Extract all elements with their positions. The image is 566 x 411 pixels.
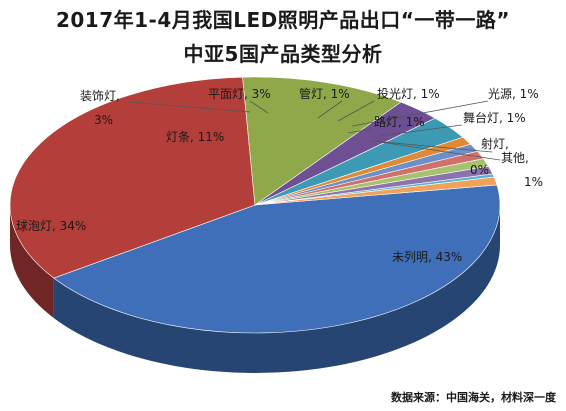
leader-line-5: [347, 128, 373, 134]
chart-subtitle: 中亚5国产品类型分析: [183, 42, 383, 66]
slice-label-qita-line1: 其他,: [501, 151, 529, 165]
slice-label-shedeng-line1: 射灯,: [481, 136, 509, 151]
leader-line-7: [371, 140, 493, 153]
data-source: 数据来源：中国海关，材料深一度: [391, 391, 556, 404]
slice-label-ludeng: 路灯, 1%: [374, 114, 425, 129]
slice-side-0: [53, 205, 501, 373]
leader-line-4: [351, 100, 489, 127]
slice-label-shedeng-line2: 0%: [470, 163, 489, 177]
slice-label-pingmiandeng: 平面灯, 3%: [208, 87, 271, 101]
slice-2: [242, 76, 402, 206]
slice-1: [9, 76, 256, 279]
slice-label-weilieming: 未列明, 43%: [392, 250, 462, 264]
slice-label-guangyuan: 光源, 1%: [488, 87, 539, 101]
slice-label-touguangdeng: 投光灯, 1%: [377, 86, 440, 101]
leader-line-8: [379, 141, 501, 161]
leader-line-0: [127, 101, 251, 113]
slice-label-wutaideng: 舞台灯, 1%: [463, 110, 526, 125]
slice-label-qiupaodeng: 球泡灯, 34%: [16, 219, 86, 233]
slice-label-guandeng: 管灯, 1%: [299, 86, 350, 101]
leader-line-2: [317, 100, 343, 119]
slice-11: [254, 176, 498, 206]
slice-label-qita-line2: 1%: [524, 175, 543, 189]
slice-label-zhuangshideng-line2: 3%: [94, 113, 113, 127]
slice-label-dengtiao: 灯条, 11%: [166, 130, 224, 144]
leader-line-6: [379, 124, 463, 137]
chart-title: 2017年1-4月我国LED照明产品出口“一带一路”: [55, 8, 511, 32]
slice-0: [53, 184, 501, 334]
slice-label-zhuangshideng-line1: 装饰灯,: [80, 89, 120, 103]
leader-line-3: [337, 100, 375, 122]
slice-side-1: [10, 205, 54, 319]
leader-line-1: [249, 100, 269, 114]
